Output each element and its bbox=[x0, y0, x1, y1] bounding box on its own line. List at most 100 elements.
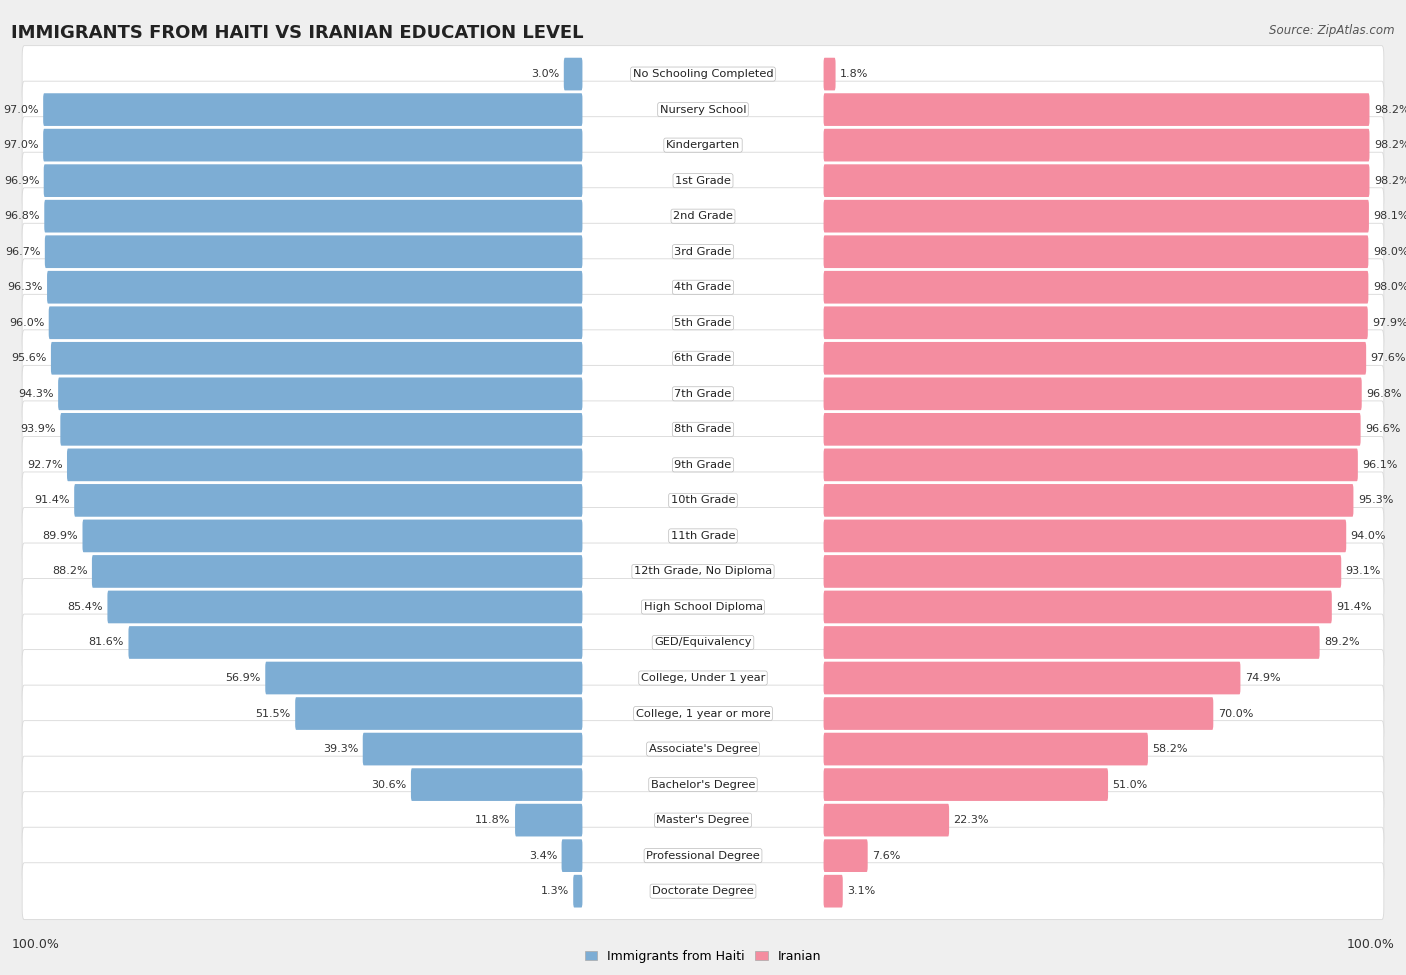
Text: 95.3%: 95.3% bbox=[1358, 495, 1393, 505]
Text: 30.6%: 30.6% bbox=[371, 780, 406, 790]
FancyBboxPatch shape bbox=[824, 58, 835, 91]
FancyBboxPatch shape bbox=[22, 223, 1384, 280]
FancyBboxPatch shape bbox=[574, 875, 582, 908]
Text: Bachelor's Degree: Bachelor's Degree bbox=[651, 780, 755, 790]
FancyBboxPatch shape bbox=[824, 626, 1320, 659]
FancyBboxPatch shape bbox=[824, 875, 842, 908]
Text: 7th Grade: 7th Grade bbox=[675, 389, 731, 399]
FancyBboxPatch shape bbox=[266, 662, 582, 694]
FancyBboxPatch shape bbox=[44, 94, 582, 126]
FancyBboxPatch shape bbox=[22, 757, 1384, 813]
Text: 97.9%: 97.9% bbox=[1372, 318, 1406, 328]
FancyBboxPatch shape bbox=[22, 258, 1384, 316]
Text: 97.0%: 97.0% bbox=[3, 104, 39, 115]
Text: Master's Degree: Master's Degree bbox=[657, 815, 749, 825]
FancyBboxPatch shape bbox=[824, 484, 1354, 517]
Text: 98.1%: 98.1% bbox=[1374, 212, 1406, 221]
FancyBboxPatch shape bbox=[22, 792, 1384, 848]
FancyBboxPatch shape bbox=[824, 200, 1369, 232]
FancyBboxPatch shape bbox=[561, 839, 582, 872]
FancyBboxPatch shape bbox=[824, 733, 1147, 765]
FancyBboxPatch shape bbox=[67, 448, 582, 482]
Text: 51.5%: 51.5% bbox=[256, 709, 291, 719]
FancyBboxPatch shape bbox=[44, 165, 582, 197]
Text: 96.3%: 96.3% bbox=[7, 282, 42, 292]
Text: 96.1%: 96.1% bbox=[1362, 460, 1398, 470]
FancyBboxPatch shape bbox=[824, 306, 1368, 339]
Text: 56.9%: 56.9% bbox=[225, 673, 262, 683]
FancyBboxPatch shape bbox=[83, 520, 582, 552]
FancyBboxPatch shape bbox=[411, 768, 582, 800]
FancyBboxPatch shape bbox=[22, 437, 1384, 493]
Text: 2nd Grade: 2nd Grade bbox=[673, 212, 733, 221]
FancyBboxPatch shape bbox=[824, 235, 1368, 268]
Text: 100.0%: 100.0% bbox=[11, 938, 59, 951]
Text: IMMIGRANTS FROM HAITI VS IRANIAN EDUCATION LEVEL: IMMIGRANTS FROM HAITI VS IRANIAN EDUCATI… bbox=[11, 24, 583, 42]
Text: 12th Grade, No Diploma: 12th Grade, No Diploma bbox=[634, 566, 772, 576]
FancyBboxPatch shape bbox=[22, 685, 1384, 742]
Text: 96.6%: 96.6% bbox=[1365, 424, 1400, 434]
FancyBboxPatch shape bbox=[824, 839, 868, 872]
Text: 94.3%: 94.3% bbox=[18, 389, 53, 399]
Text: Source: ZipAtlas.com: Source: ZipAtlas.com bbox=[1270, 24, 1395, 37]
Text: 97.0%: 97.0% bbox=[3, 140, 39, 150]
FancyBboxPatch shape bbox=[128, 626, 582, 659]
FancyBboxPatch shape bbox=[824, 448, 1358, 482]
FancyBboxPatch shape bbox=[824, 697, 1213, 730]
Text: 98.2%: 98.2% bbox=[1374, 104, 1406, 115]
Text: 7.6%: 7.6% bbox=[872, 850, 900, 861]
Text: 89.2%: 89.2% bbox=[1324, 638, 1360, 647]
FancyBboxPatch shape bbox=[824, 342, 1367, 374]
FancyBboxPatch shape bbox=[22, 117, 1384, 174]
Text: 3.1%: 3.1% bbox=[848, 886, 876, 896]
FancyBboxPatch shape bbox=[44, 200, 582, 232]
FancyBboxPatch shape bbox=[44, 129, 582, 162]
Text: 6th Grade: 6th Grade bbox=[675, 353, 731, 364]
FancyBboxPatch shape bbox=[107, 591, 582, 623]
FancyBboxPatch shape bbox=[363, 733, 582, 765]
Text: 39.3%: 39.3% bbox=[323, 744, 359, 754]
Text: 88.2%: 88.2% bbox=[52, 566, 87, 576]
FancyBboxPatch shape bbox=[60, 413, 582, 446]
Text: 95.6%: 95.6% bbox=[11, 353, 46, 364]
Text: 93.1%: 93.1% bbox=[1346, 566, 1381, 576]
Text: Nursery School: Nursery School bbox=[659, 104, 747, 115]
Legend: Immigrants from Haiti, Iranian: Immigrants from Haiti, Iranian bbox=[579, 945, 827, 968]
Text: 98.2%: 98.2% bbox=[1374, 140, 1406, 150]
FancyBboxPatch shape bbox=[49, 306, 582, 339]
FancyBboxPatch shape bbox=[824, 377, 1362, 410]
Text: GED/Equivalency: GED/Equivalency bbox=[654, 638, 752, 647]
FancyBboxPatch shape bbox=[824, 662, 1240, 694]
FancyBboxPatch shape bbox=[824, 591, 1331, 623]
FancyBboxPatch shape bbox=[22, 330, 1384, 387]
FancyBboxPatch shape bbox=[22, 721, 1384, 777]
FancyBboxPatch shape bbox=[22, 508, 1384, 565]
Text: 11th Grade: 11th Grade bbox=[671, 531, 735, 541]
Text: 91.4%: 91.4% bbox=[34, 495, 70, 505]
FancyBboxPatch shape bbox=[22, 649, 1384, 707]
FancyBboxPatch shape bbox=[75, 484, 582, 517]
Text: 51.0%: 51.0% bbox=[1112, 780, 1147, 790]
Text: 1st Grade: 1st Grade bbox=[675, 176, 731, 185]
Text: Associate's Degree: Associate's Degree bbox=[648, 744, 758, 754]
FancyBboxPatch shape bbox=[22, 614, 1384, 671]
Text: 8th Grade: 8th Grade bbox=[675, 424, 731, 434]
FancyBboxPatch shape bbox=[824, 555, 1341, 588]
Text: 58.2%: 58.2% bbox=[1153, 744, 1188, 754]
FancyBboxPatch shape bbox=[22, 543, 1384, 600]
Text: 97.6%: 97.6% bbox=[1371, 353, 1406, 364]
Text: 93.9%: 93.9% bbox=[21, 424, 56, 434]
FancyBboxPatch shape bbox=[824, 129, 1369, 162]
FancyBboxPatch shape bbox=[824, 413, 1361, 446]
FancyBboxPatch shape bbox=[22, 46, 1384, 102]
FancyBboxPatch shape bbox=[22, 827, 1384, 884]
Text: 94.0%: 94.0% bbox=[1351, 531, 1386, 541]
FancyBboxPatch shape bbox=[295, 697, 582, 730]
Text: No Schooling Completed: No Schooling Completed bbox=[633, 69, 773, 79]
FancyBboxPatch shape bbox=[824, 165, 1369, 197]
FancyBboxPatch shape bbox=[564, 58, 582, 91]
FancyBboxPatch shape bbox=[22, 81, 1384, 138]
FancyBboxPatch shape bbox=[824, 94, 1369, 126]
FancyBboxPatch shape bbox=[51, 342, 582, 374]
Text: 98.2%: 98.2% bbox=[1374, 176, 1406, 185]
